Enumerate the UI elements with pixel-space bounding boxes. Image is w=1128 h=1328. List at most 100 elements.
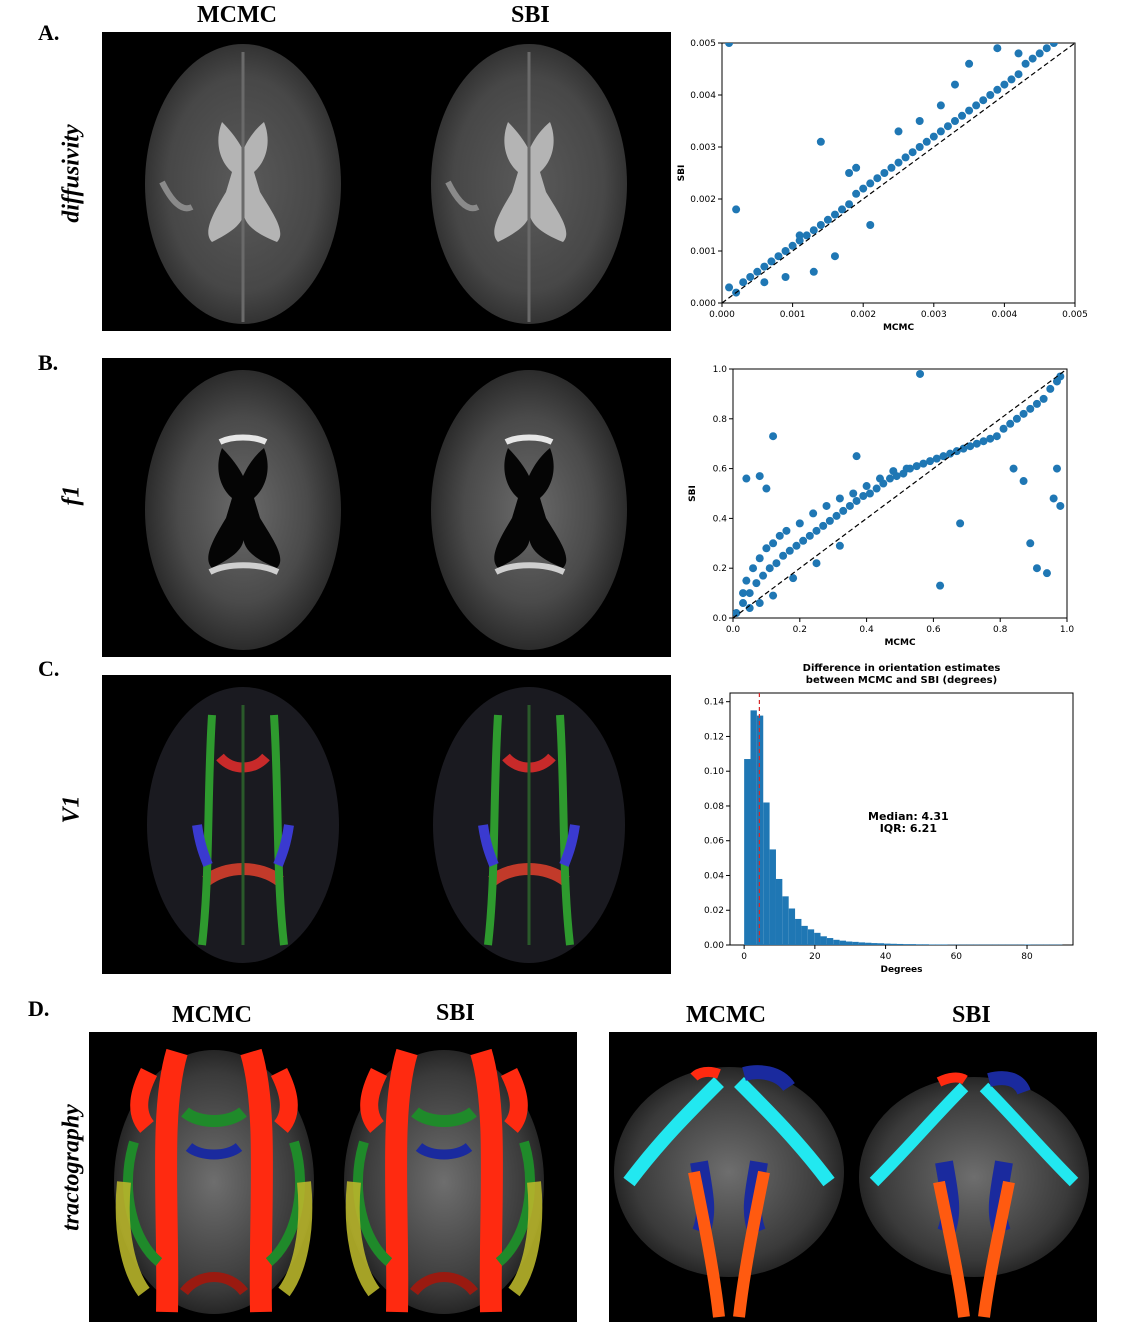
y-tick-label: 0.000 bbox=[690, 299, 716, 309]
data-point bbox=[769, 591, 778, 600]
data-point bbox=[908, 148, 917, 157]
x-tick-label: 0.8 bbox=[993, 625, 1008, 635]
data-point bbox=[993, 85, 1002, 94]
x-tick-label: 1.0 bbox=[1060, 625, 1075, 635]
data-point bbox=[767, 257, 776, 266]
histogram-bar bbox=[896, 943, 904, 945]
data-point bbox=[959, 444, 968, 453]
header-mcmc-top: MCMC bbox=[197, 2, 277, 28]
y-axis-label: SBI bbox=[688, 485, 698, 502]
data-point bbox=[887, 163, 896, 172]
y-tick-label: 0.10 bbox=[704, 767, 724, 777]
data-point bbox=[1012, 414, 1021, 423]
f1-maps bbox=[145, 370, 627, 650]
data-point bbox=[760, 262, 769, 271]
data-point bbox=[845, 169, 854, 177]
data-point bbox=[866, 179, 875, 188]
tractography-axial bbox=[114, 1048, 544, 1314]
identity-line bbox=[721, 42, 1076, 304]
data-point bbox=[922, 137, 931, 146]
data-point bbox=[993, 44, 1002, 53]
histogram-bar bbox=[903, 944, 910, 945]
data-point bbox=[1000, 80, 1009, 89]
data-point bbox=[845, 200, 854, 209]
data-point bbox=[880, 169, 889, 177]
header-sbi-top: SBI bbox=[511, 2, 550, 28]
y-tick-label: 0.8 bbox=[713, 415, 728, 425]
data-point bbox=[859, 184, 868, 193]
data-point bbox=[775, 531, 784, 540]
data-point bbox=[865, 489, 874, 498]
brain-slice-mcmc bbox=[145, 370, 341, 650]
y-axis-label: SBI bbox=[677, 165, 687, 182]
data-point bbox=[950, 117, 959, 125]
y-tick-label: 0.06 bbox=[704, 837, 724, 847]
data-point bbox=[915, 143, 924, 151]
data-point bbox=[809, 267, 818, 276]
histogram-bar bbox=[858, 942, 866, 945]
stats-annotation: IQR: 6.21 bbox=[880, 822, 937, 835]
data-point bbox=[1056, 501, 1065, 510]
data-point bbox=[1026, 404, 1035, 413]
data-point bbox=[986, 434, 995, 443]
data-point bbox=[762, 544, 771, 553]
data-point bbox=[946, 449, 955, 458]
data-point bbox=[1021, 59, 1030, 68]
data-point bbox=[1028, 54, 1037, 63]
y-tick-label: 1.0 bbox=[713, 365, 728, 375]
y-tick-label: 0.005 bbox=[690, 39, 716, 49]
identity-line bbox=[732, 368, 1068, 619]
panel-label-b: B. bbox=[38, 350, 59, 375]
data-point bbox=[958, 111, 967, 120]
tractography-panel-coronal bbox=[609, 1032, 1097, 1322]
x-tick-label: 0.0 bbox=[726, 625, 741, 635]
data-point bbox=[759, 571, 768, 580]
data-point bbox=[966, 442, 975, 451]
data-point bbox=[852, 189, 861, 198]
data-point bbox=[986, 91, 995, 99]
data-point bbox=[1056, 372, 1065, 381]
data-point bbox=[802, 231, 811, 240]
y-tick-label: 0.00 bbox=[704, 941, 724, 951]
row-label-f1: f1 bbox=[58, 485, 85, 506]
x-axis-label: Degrees bbox=[880, 965, 922, 975]
data-point bbox=[1046, 384, 1055, 393]
histogram-bar bbox=[845, 941, 853, 945]
data-point bbox=[739, 589, 748, 598]
data-point bbox=[785, 546, 794, 555]
x-tick-label: 60 bbox=[951, 952, 963, 962]
y-tick-label: 0.2 bbox=[713, 564, 727, 574]
y-tick-label: 0.08 bbox=[704, 802, 724, 812]
histogram-bar bbox=[915, 944, 923, 945]
tract-slice-sbi bbox=[344, 1048, 544, 1314]
histogram-bar bbox=[820, 936, 827, 945]
data-point bbox=[992, 432, 1001, 441]
data-point bbox=[929, 132, 938, 141]
x-tick-label: 0 bbox=[741, 952, 747, 962]
histogram-bar bbox=[922, 944, 929, 945]
histogram-bar bbox=[852, 941, 859, 945]
data-point bbox=[866, 221, 875, 229]
y-tick-label: 0.04 bbox=[704, 871, 724, 881]
data-point bbox=[1052, 464, 1061, 473]
header-sbi-d-right: SBI bbox=[952, 1002, 991, 1028]
data-point bbox=[972, 439, 981, 448]
data-point bbox=[812, 526, 821, 535]
tractography-coronal bbox=[614, 1065, 1089, 1318]
data-point bbox=[956, 519, 965, 528]
data-point bbox=[745, 589, 754, 598]
histogram-bar bbox=[782, 896, 789, 945]
data-point bbox=[926, 457, 935, 466]
data-point bbox=[825, 516, 834, 525]
data-point bbox=[805, 531, 814, 540]
data-point bbox=[809, 226, 818, 235]
data-point bbox=[839, 506, 848, 515]
data-point bbox=[752, 579, 761, 588]
data-point bbox=[742, 474, 751, 483]
data-point bbox=[816, 221, 825, 229]
data-point bbox=[755, 554, 764, 563]
data-point bbox=[789, 574, 798, 583]
data-point bbox=[832, 511, 841, 520]
y-tick-label: 0.001 bbox=[690, 247, 716, 257]
brain-slice-mcmc bbox=[145, 44, 341, 324]
